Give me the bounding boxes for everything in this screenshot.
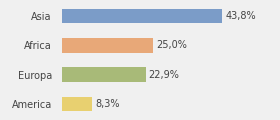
Bar	[62, 9, 222, 23]
Text: 25,0%: 25,0%	[156, 40, 187, 50]
Text: 8,3%: 8,3%	[95, 99, 120, 109]
Bar	[62, 67, 146, 82]
Text: 43,8%: 43,8%	[225, 11, 256, 21]
Bar	[62, 97, 92, 111]
Text: 22,9%: 22,9%	[149, 70, 179, 80]
Bar	[62, 38, 153, 53]
